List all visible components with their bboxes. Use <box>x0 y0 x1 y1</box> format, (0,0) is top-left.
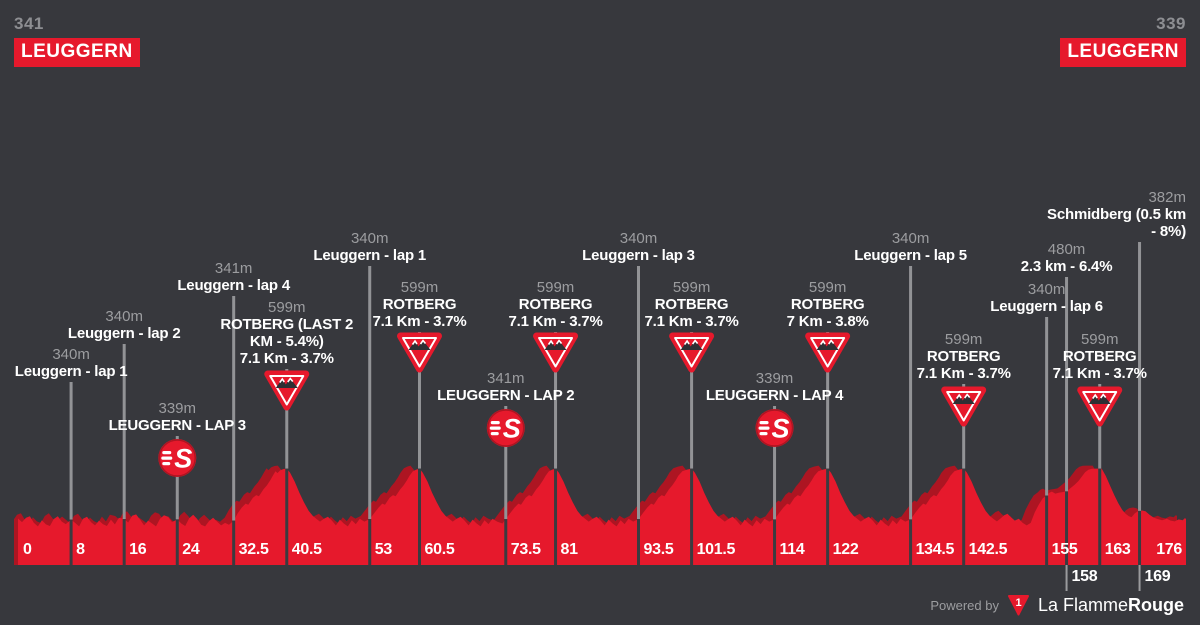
sprint-icon: S <box>486 409 525 447</box>
svg-text:S: S <box>174 444 192 474</box>
finish-place-badge: LEUGGERN <box>1060 38 1186 67</box>
footer: Powered by 1 La FlammeRouge <box>930 593 1184 617</box>
kom-icon <box>533 332 579 373</box>
start-elevation: 341 <box>14 14 44 33</box>
sprint-icon: S <box>158 439 197 477</box>
brand-suffix: Rouge <box>1128 594 1184 615</box>
brand-prefix: La Flamme <box>1037 594 1128 615</box>
powered-by-text: Powered by <box>930 597 999 613</box>
finish-header: 339 LEUGGERN <box>1060 14 1186 67</box>
kom-icon <box>669 332 715 373</box>
profile-area <box>18 468 1186 565</box>
kom-icon <box>397 332 442 373</box>
finish-elevation: 339 <box>1156 14 1186 33</box>
kom-icon <box>264 370 310 411</box>
svg-text:S: S <box>772 414 790 444</box>
kom-icon <box>1077 386 1123 427</box>
svg-text:1: 1 <box>1015 597 1021 609</box>
start-place-badge: LEUGGERN <box>14 38 140 67</box>
kom-icon <box>805 332 851 373</box>
brand-triangle-icon: 1 <box>1007 594 1029 615</box>
sprint-icon: S <box>755 409 794 447</box>
kom-icon <box>941 386 987 427</box>
brand-name: La FlammeRouge <box>1038 595 1184 616</box>
svg-text:S: S <box>503 414 521 444</box>
start-header: 341 LEUGGERN <box>14 14 140 67</box>
